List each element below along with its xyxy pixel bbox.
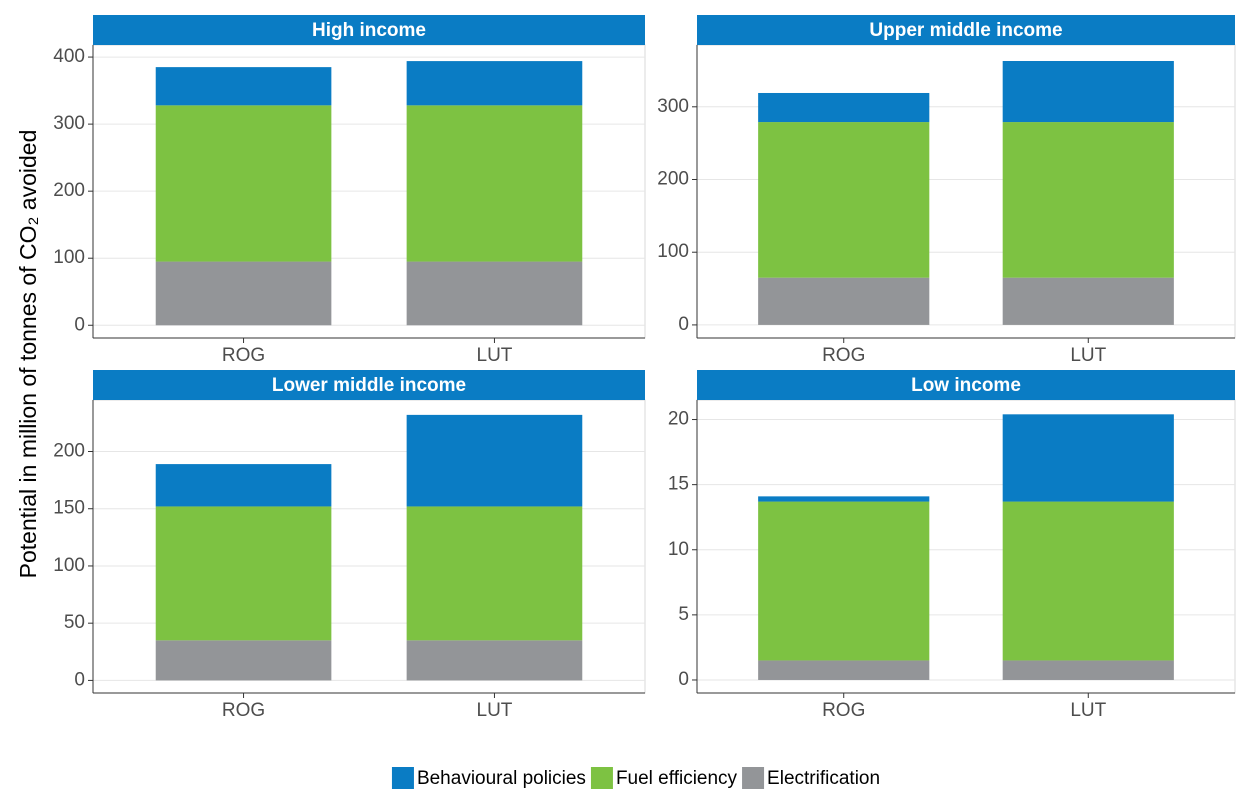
y-tick-label: 200 bbox=[53, 441, 85, 462]
x-tick-label: ROG bbox=[822, 345, 865, 366]
y-axis-label: Potential in million of tonnes of CO₂ av… bbox=[15, 130, 41, 579]
y-tick-label: 200 bbox=[53, 180, 85, 201]
x-tick-label: LUT bbox=[477, 700, 513, 721]
bar-segment bbox=[1002, 501, 1174, 661]
panel-title: High income bbox=[312, 20, 426, 41]
bar-segment bbox=[758, 496, 930, 502]
y-tick-label: 10 bbox=[668, 539, 689, 560]
y-tick-label: 0 bbox=[678, 314, 689, 335]
bar-segment bbox=[1002, 122, 1174, 278]
panel-title: Lower middle income bbox=[272, 375, 466, 396]
strip bbox=[697, 15, 1235, 45]
panel-title: Upper middle income bbox=[869, 20, 1062, 41]
legend-label: Behavioural policies bbox=[417, 768, 586, 789]
y-tick-label: 300 bbox=[53, 113, 85, 134]
bar-segment bbox=[406, 105, 583, 262]
bar-segment bbox=[155, 640, 332, 681]
x-tick-label: ROG bbox=[822, 700, 865, 721]
x-tick-label: LUT bbox=[1070, 345, 1106, 366]
legend-swatch bbox=[391, 767, 414, 789]
y-tick-label: 20 bbox=[668, 409, 689, 430]
bar-segment bbox=[155, 261, 332, 326]
y-tick-label: 0 bbox=[74, 314, 85, 335]
legend-label: Electrification bbox=[767, 768, 880, 789]
strip bbox=[697, 370, 1235, 400]
y-tick-label: 200 bbox=[657, 169, 689, 190]
y-tick-label: 15 bbox=[668, 474, 689, 495]
bar-segment bbox=[406, 414, 583, 507]
y-tick-label: 150 bbox=[53, 498, 85, 519]
bar-segment bbox=[406, 640, 583, 681]
bar-segment bbox=[155, 464, 332, 507]
strip bbox=[93, 15, 645, 45]
y-tick-label: 5 bbox=[678, 604, 689, 625]
bar-segment bbox=[758, 92, 930, 123]
y-tick-label: 100 bbox=[53, 247, 85, 268]
y-tick-label: 100 bbox=[53, 555, 85, 576]
bar-segment bbox=[1002, 277, 1174, 325]
bar-segment bbox=[406, 61, 583, 106]
x-tick-label: LUT bbox=[1070, 700, 1106, 721]
strip bbox=[93, 370, 645, 400]
bar-segment bbox=[155, 506, 332, 641]
y-tick-label: 100 bbox=[657, 241, 689, 262]
legend: Behavioural policies Fuel efficiency Elect… bbox=[391, 767, 880, 789]
bar-segment bbox=[1002, 660, 1174, 680]
legend-swatch bbox=[590, 767, 613, 789]
y-tick-label: 50 bbox=[64, 612, 85, 633]
y-tick-label: 400 bbox=[53, 46, 85, 67]
bar-segment bbox=[758, 660, 930, 680]
x-tick-label: LUT bbox=[477, 345, 513, 366]
y-tick-label: 0 bbox=[74, 669, 85, 690]
bar-segment bbox=[1002, 414, 1174, 502]
bar-segment bbox=[1002, 60, 1174, 123]
x-tick-label: ROG bbox=[222, 700, 265, 721]
legend-swatch bbox=[742, 767, 765, 789]
bar-segment bbox=[155, 67, 332, 106]
y-tick-label: 0 bbox=[678, 669, 689, 690]
panel-title: Low income bbox=[911, 375, 1021, 396]
legend-label: Fuel efficiency bbox=[616, 768, 738, 789]
bar-segment bbox=[406, 506, 583, 641]
x-tick-label: ROG bbox=[222, 345, 265, 366]
bar-segment bbox=[758, 277, 930, 325]
bar-segment bbox=[406, 261, 583, 326]
y-tick-label: 300 bbox=[657, 96, 689, 117]
bar-segment bbox=[758, 122, 930, 278]
bar-segment bbox=[758, 501, 930, 661]
bar-segment bbox=[155, 105, 332, 262]
